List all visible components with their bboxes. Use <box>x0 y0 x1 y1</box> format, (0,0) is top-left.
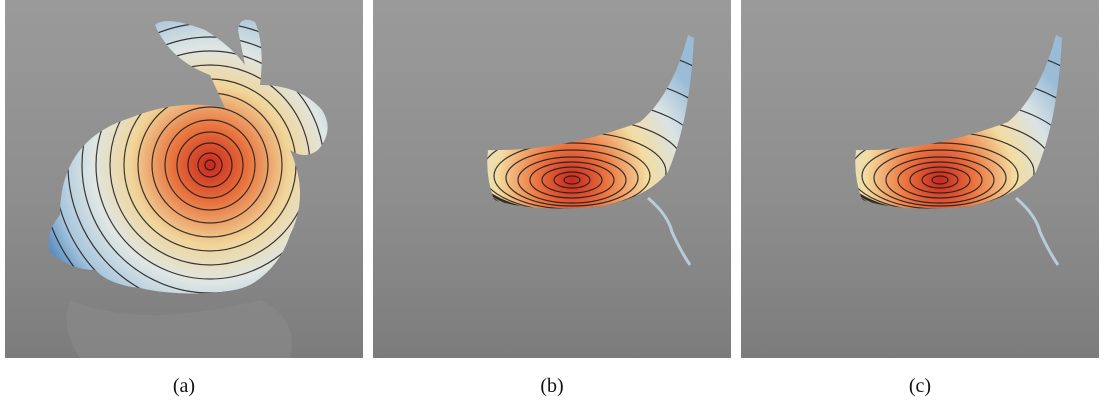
caption: (b) <box>540 375 563 397</box>
caption: (a) <box>173 375 195 397</box>
panel-b: (b) <box>373 0 748 410</box>
panel-a: (a) <box>5 0 380 397</box>
caption: (c) <box>909 375 931 397</box>
panel-c: (c) <box>741 0 1104 410</box>
figure: (a) (b) (c) <box>0 0 1104 410</box>
